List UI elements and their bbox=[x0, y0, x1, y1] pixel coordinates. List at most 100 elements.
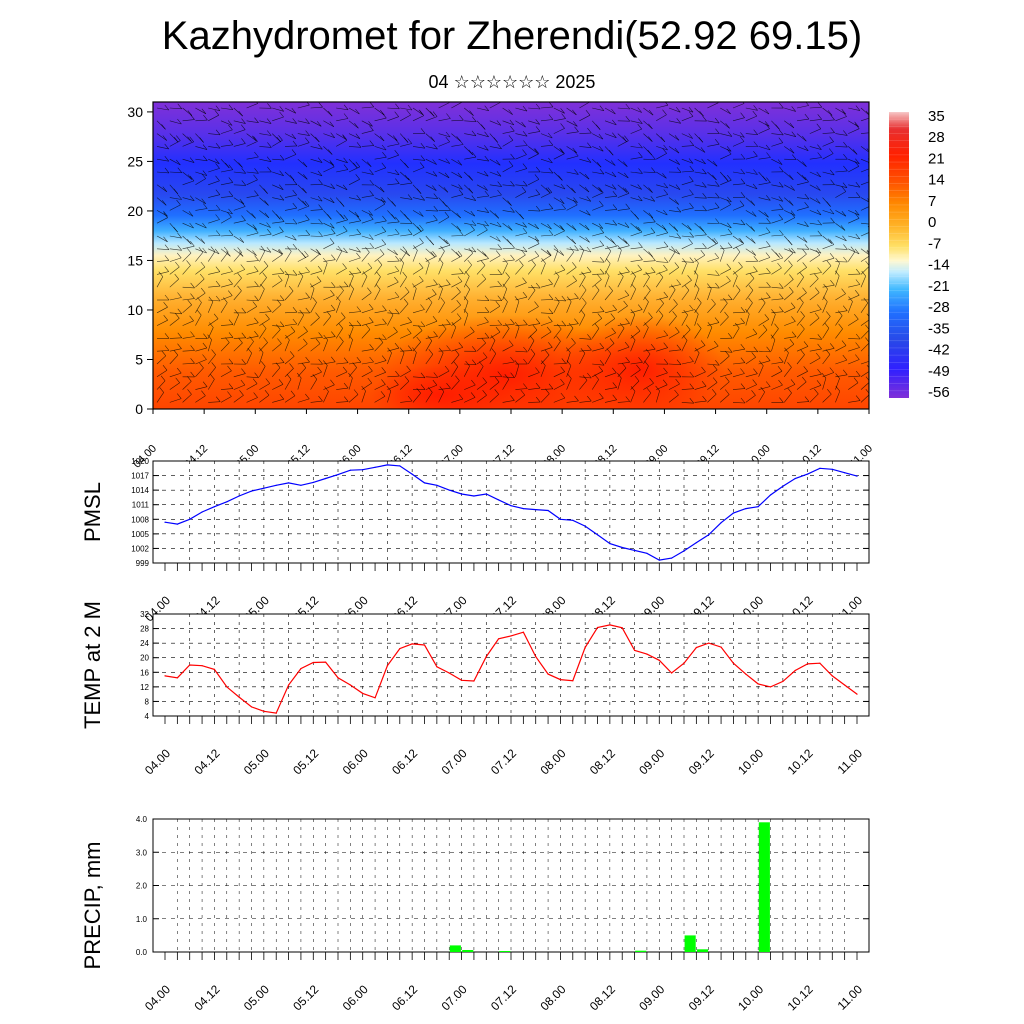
wind-barb-feather bbox=[214, 248, 220, 255]
wind-barb bbox=[438, 391, 445, 403]
wind-barb-feather bbox=[842, 354, 848, 361]
wind-barb-feather bbox=[753, 151, 758, 157]
wind-barb bbox=[732, 402, 746, 404]
wind-barb-feather bbox=[740, 192, 746, 198]
wind-barb-feather bbox=[305, 356, 310, 363]
wind-barb-feather bbox=[715, 218, 720, 224]
wind-barb-feather bbox=[209, 322, 214, 328]
wind-barb-feather bbox=[276, 136, 282, 143]
wind-barb bbox=[579, 276, 586, 288]
wind-barb-feather bbox=[719, 245, 725, 251]
wind-barb bbox=[259, 383, 270, 390]
wind-barb bbox=[566, 184, 576, 194]
wind-barb-feather bbox=[830, 280, 835, 286]
wind-barb-feather bbox=[356, 357, 362, 363]
wind-barb bbox=[784, 210, 796, 216]
wind-barb-feather bbox=[463, 296, 469, 302]
wind-barb-feather bbox=[289, 351, 295, 357]
wind-barb bbox=[822, 235, 833, 244]
wind-barb bbox=[540, 184, 551, 194]
wind-barb-feather bbox=[496, 221, 502, 228]
wind-barb-feather bbox=[215, 266, 221, 272]
wind-barb bbox=[233, 269, 245, 275]
precip-bar bbox=[697, 949, 709, 952]
wind-barb-feather bbox=[326, 311, 332, 317]
wind-barb bbox=[707, 207, 720, 211]
wind-barb-feather bbox=[404, 162, 409, 169]
wind-barb-feather bbox=[379, 186, 385, 193]
wind-barb bbox=[681, 263, 687, 275]
wind-barb bbox=[297, 361, 310, 365]
wind-barb-feather bbox=[829, 367, 835, 373]
wind-barb bbox=[694, 400, 707, 403]
wind-barb-feather bbox=[735, 246, 741, 252]
wind-barb bbox=[553, 397, 566, 403]
wind-barb bbox=[796, 222, 809, 227]
wind-barb bbox=[681, 280, 692, 288]
wind-barb-feather bbox=[315, 312, 320, 318]
wind-barb-feather bbox=[765, 123, 770, 129]
wind-barb bbox=[579, 158, 592, 163]
wind-barb-feather bbox=[198, 247, 204, 253]
wind-barb-feather bbox=[560, 366, 565, 372]
wind-barb-feather bbox=[446, 383, 451, 389]
wind-barb-feather bbox=[700, 250, 706, 256]
wind-barb bbox=[208, 133, 221, 136]
wind-barb bbox=[208, 248, 220, 255]
wind-barb-feather bbox=[707, 322, 713, 328]
wind-barb-feather bbox=[566, 360, 572, 366]
wind-barb-feather bbox=[547, 187, 553, 193]
wind-barb bbox=[233, 220, 246, 224]
wind-barb-feather bbox=[177, 167, 183, 173]
wind-barb bbox=[617, 158, 628, 167]
wind-barb-feather bbox=[660, 136, 666, 142]
wind-barb bbox=[630, 197, 643, 202]
y-axis-title: PRECIP, mm bbox=[80, 842, 105, 970]
wind-barb bbox=[553, 363, 566, 365]
wind-barb bbox=[451, 158, 462, 166]
wind-barb-feather bbox=[375, 284, 381, 290]
wind-barb-feather bbox=[740, 368, 745, 374]
wind-barb-feather bbox=[587, 395, 592, 402]
wind-barb bbox=[195, 359, 207, 365]
wind-barb-feather bbox=[457, 250, 463, 257]
wind-barb-feather bbox=[175, 261, 180, 268]
wind-barb bbox=[438, 328, 447, 339]
wind-barb bbox=[220, 251, 229, 262]
wind-barb bbox=[348, 394, 359, 403]
wind-barb-feather bbox=[210, 374, 215, 380]
wind-barb-feather bbox=[663, 182, 669, 189]
wind-barb bbox=[604, 195, 617, 198]
wind-barb-feather bbox=[802, 287, 807, 293]
wind-barb-feather bbox=[587, 344, 592, 351]
wind-barb-feather bbox=[382, 215, 387, 222]
wind-barb-feather bbox=[778, 356, 784, 363]
wind-barb bbox=[207, 339, 212, 352]
wind-barb-feather bbox=[778, 182, 784, 188]
wind-barb bbox=[707, 171, 717, 181]
wind-barb-feather bbox=[727, 131, 733, 137]
data-point bbox=[658, 659, 660, 661]
wind-barb bbox=[348, 361, 361, 365]
wind-barb-feather bbox=[521, 249, 526, 256]
wind-barb-feather bbox=[687, 225, 692, 231]
wind-barb bbox=[323, 339, 328, 352]
wind-barb bbox=[361, 361, 374, 365]
wind-barb-feather bbox=[412, 347, 417, 353]
wind-barb bbox=[540, 254, 552, 262]
wind-barb-feather bbox=[753, 129, 758, 135]
wind-barb-feather bbox=[404, 174, 410, 181]
wind-barb-feather bbox=[637, 184, 642, 190]
wind-barb-feather bbox=[646, 285, 651, 291]
wind-barb bbox=[732, 243, 744, 250]
wind-barb-feather bbox=[689, 371, 695, 378]
wind-barb bbox=[259, 394, 270, 403]
wind-barb-feather bbox=[399, 257, 404, 264]
data-point bbox=[745, 673, 747, 675]
wind-barb-feather bbox=[261, 323, 267, 329]
wind-barb-feather bbox=[648, 212, 654, 218]
wind-barb bbox=[195, 222, 207, 229]
wind-barb bbox=[387, 270, 399, 275]
wind-barb-feather bbox=[202, 144, 208, 150]
wind-barb-feather bbox=[817, 219, 822, 226]
